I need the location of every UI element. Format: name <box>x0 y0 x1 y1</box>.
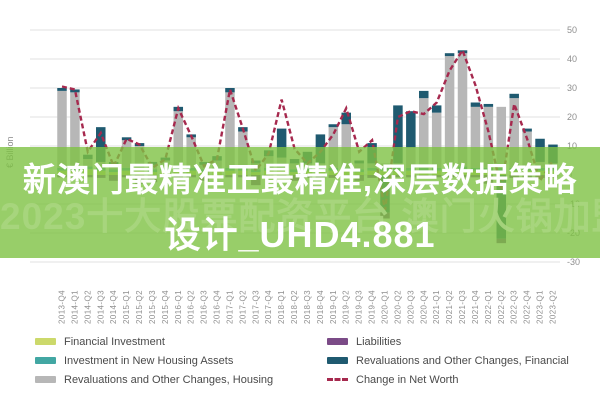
x-tick-label: 2014-Q3 <box>96 290 105 324</box>
x-tick-label: 2014-Q2 <box>83 290 92 324</box>
x-tick-label: 2018-Q1 <box>277 290 286 324</box>
bar-segment <box>431 112 442 168</box>
bar-segment <box>393 105 403 164</box>
y-tick-label: 20 <box>567 112 577 122</box>
bar-segment <box>419 90 429 99</box>
x-tick-label: 2015-Q2 <box>135 290 144 324</box>
legend-label: Change in Net Worth <box>356 373 459 386</box>
bar-segment <box>444 53 455 57</box>
x-tick-label: 2017-Q2 <box>238 290 247 324</box>
x-tick-label: 2019-Q1 <box>329 290 338 324</box>
legend-color-swatch <box>327 357 348 364</box>
overlay-heading-line2: 设计_UHD4.881 <box>164 214 436 255</box>
legend-item-3: Revaluations and Other Changes, Financia… <box>327 355 595 367</box>
x-tick-label: 2018-Q2 <box>290 290 299 324</box>
x-tick-label: 2016-Q1 <box>174 290 183 324</box>
legend-color-swatch <box>327 338 348 345</box>
x-tick-label: 2017-Q1 <box>226 290 235 324</box>
x-tick-label: 2019-Q2 <box>342 290 351 324</box>
x-tick-label: 2019-Q3 <box>355 290 364 324</box>
x-tick-label: 2021-Q1 <box>432 290 441 324</box>
bar-segment <box>70 92 80 168</box>
bar-segment <box>431 105 442 113</box>
x-tick-label: 2020-Q3 <box>406 290 415 324</box>
legend-color-swatch <box>35 357 56 364</box>
x-tick-label: 2021-Q3 <box>458 290 467 324</box>
bar-segment <box>225 92 235 168</box>
bar-segment <box>173 111 184 168</box>
bar-segment <box>276 128 287 158</box>
x-tick-label: 2022-Q4 <box>523 290 532 324</box>
x-tick-label: 2016-Q4 <box>213 290 222 324</box>
legend-item-4: Revaluations and Other Changes, Housing <box>35 374 327 386</box>
x-tick-label: 2015-Q4 <box>161 290 170 324</box>
watermark-text: 2023十大股票配资平台 澳门火锅加盟详情攻略 <box>0 196 600 237</box>
x-tick-label: 2018-Q3 <box>303 290 312 324</box>
bar-segment <box>419 98 429 168</box>
legend-dashed-line-swatch <box>327 378 348 381</box>
legend-color-swatch <box>35 376 56 383</box>
bar-segment <box>483 106 494 168</box>
bar-segment <box>57 88 67 91</box>
x-tick-label: 2020-Q1 <box>381 290 390 324</box>
legend-label: Revaluations and Other Changes, Housing <box>64 373 274 386</box>
bar-segment <box>509 98 519 168</box>
x-tick-label: 2015-Q3 <box>148 290 157 324</box>
bar-segment <box>457 53 468 167</box>
legend-item-0: Financial Investment <box>35 336 327 348</box>
x-tick-label: 2017-Q4 <box>264 290 273 324</box>
green-overlay-band <box>0 147 600 258</box>
x-tick-label: 2022-Q1 <box>484 290 493 324</box>
x-tick-label: 2016-Q2 <box>187 290 196 324</box>
bar-segment <box>470 102 481 107</box>
legend-label: Financial Investment <box>64 335 165 348</box>
x-tick-label: 2014-Q4 <box>109 290 118 324</box>
x-tick-label: 2021-Q2 <box>445 290 454 324</box>
bar-segment <box>341 124 351 168</box>
bar-segment <box>57 90 67 168</box>
x-tick-label: 2020-Q2 <box>393 290 402 324</box>
x-tick-label: 2023-Q1 <box>536 290 545 324</box>
y-tick-label: 30 <box>567 83 577 93</box>
bar-segment <box>470 106 481 168</box>
bar-segment <box>406 111 416 148</box>
x-tick-label: 2017-Q3 <box>251 290 260 324</box>
y-tick-label: 10 <box>567 141 577 151</box>
bar-segment <box>70 89 80 93</box>
legend-label: Revaluations and Other Changes, Financia… <box>356 354 569 367</box>
x-tick-label: 2021-Q4 <box>471 290 480 324</box>
x-tick-label: 2013-Q4 <box>58 290 67 324</box>
legend-label: Liabilities <box>356 335 402 348</box>
y-tick-label: -30 <box>567 257 580 267</box>
x-tick-label: 2020-Q4 <box>419 290 428 324</box>
chart-legend: Financial Investment Liabilities Investmen… <box>35 332 595 389</box>
legend-color-swatch <box>35 338 56 345</box>
bar-segment <box>509 93 519 99</box>
overlay-heading-line1: 新澳门最精准正最精准,深层数据策略 <box>22 161 578 198</box>
x-tick-label: 2014-Q1 <box>70 290 79 324</box>
y-tick-label: 40 <box>567 54 577 64</box>
bar-segment <box>121 137 132 141</box>
x-axis-labels: 2013-Q4 2014-Q1 2014-Q2 2014-Q3 2014-Q4 2015-… <box>58 290 558 324</box>
legend-item-2: Investment in New Housing Assets <box>35 355 327 367</box>
y-tick-label: 50 <box>567 25 577 35</box>
x-tick-label: 2023-Q2 <box>549 290 558 324</box>
x-tick-label: 2022-Q2 <box>497 290 506 324</box>
bar-segment <box>496 106 507 168</box>
x-tick-label: 2019-Q4 <box>368 290 377 324</box>
bar-segment <box>96 127 106 162</box>
bar-segment <box>328 124 339 128</box>
legend-item-1: Liabilities <box>327 336 595 348</box>
bar-segment <box>341 112 351 125</box>
x-tick-label: 2022-Q3 <box>510 290 519 324</box>
bar-segment <box>444 56 455 167</box>
legend-label: Investment in New Housing Assets <box>64 354 234 367</box>
x-tick-label: 2018-Q4 <box>316 290 325 324</box>
legend-item-5: Change in Net Worth <box>327 374 595 386</box>
bar-segment <box>522 128 532 132</box>
x-tick-label: 2015-Q1 <box>122 290 131 324</box>
x-tick-label: 2016-Q3 <box>200 290 209 324</box>
bar-segment <box>483 103 494 107</box>
